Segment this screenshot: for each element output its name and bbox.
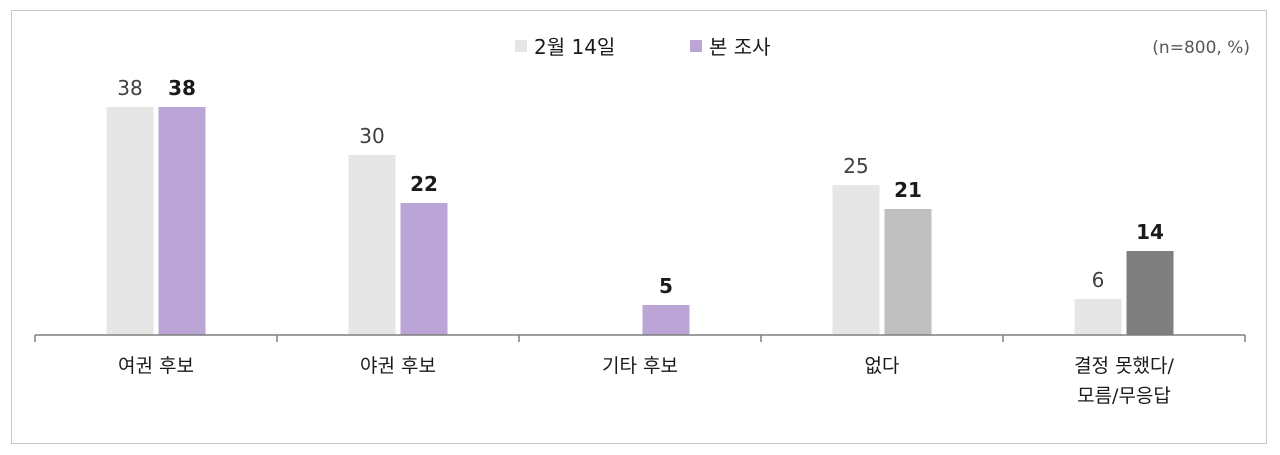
data-label-current: 38 bbox=[168, 76, 196, 100]
legend-label-current: 본 조사 bbox=[709, 35, 771, 59]
data-label-prev: 6 bbox=[1092, 268, 1105, 292]
bar-prev bbox=[348, 155, 396, 335]
legend: 2월 14일 본 조사 bbox=[515, 35, 771, 59]
legend-label-prev: 2월 14일 bbox=[534, 35, 615, 59]
data-label-prev: 25 bbox=[843, 154, 868, 178]
legend-swatch-current bbox=[690, 40, 702, 52]
data-label-current: 5 bbox=[659, 274, 673, 298]
category-label: 없다 bbox=[865, 355, 900, 377]
category-label: 기타 후보 bbox=[602, 355, 678, 377]
bar-current bbox=[1126, 251, 1174, 335]
category-label: 모름/무응답 bbox=[1077, 385, 1171, 407]
data-label-current: 14 bbox=[1136, 220, 1164, 244]
category-label: 결정 못했다/ bbox=[1074, 355, 1174, 377]
data-label-current: 22 bbox=[410, 172, 438, 196]
plot-area: 38 38 여권 후보 30 22 야권 후보 5 기타 후보 25 21 없다 6 14 결정 못했다/… bbox=[34, 76, 1246, 407]
bar-current bbox=[158, 107, 206, 335]
bar-prev bbox=[106, 107, 154, 335]
bar-prev bbox=[832, 185, 880, 335]
data-label-current: 21 bbox=[894, 178, 922, 202]
category-label: 야권 후보 bbox=[360, 355, 436, 377]
bar-current bbox=[884, 209, 932, 335]
sample-note: (n=800, %) bbox=[1152, 38, 1250, 58]
data-label-prev: 30 bbox=[359, 124, 384, 148]
category-label: 여권 후보 bbox=[118, 355, 194, 377]
chart-frame bbox=[11, 10, 1267, 444]
bar-current bbox=[642, 305, 690, 335]
bar-prev bbox=[1074, 299, 1122, 335]
legend-swatch-prev bbox=[515, 40, 527, 52]
data-label-prev: 38 bbox=[117, 76, 142, 100]
bar-current bbox=[400, 203, 448, 335]
